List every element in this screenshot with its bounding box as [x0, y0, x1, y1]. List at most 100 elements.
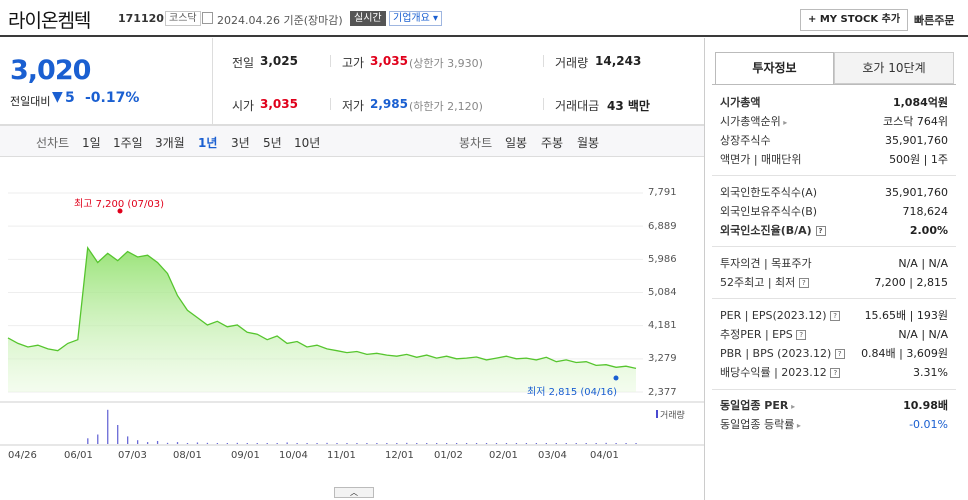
- industry-per-row[interactable]: 동일업종 PER ▸ 10.98배: [720, 399, 948, 412]
- stock-code: 171120: [118, 12, 164, 25]
- x-tick: 04/26: [8, 450, 37, 461]
- amount-value: 43 백만: [607, 99, 650, 113]
- volume-bar: [176, 442, 179, 444]
- tab-1y[interactable]: 1년: [198, 136, 218, 150]
- volume-bar: [436, 443, 438, 444]
- tab-5y[interactable]: 5년: [263, 136, 282, 150]
- divider: [330, 55, 331, 67]
- divider: [712, 389, 956, 390]
- volume-bar: [386, 443, 388, 444]
- volume-bar: [515, 443, 518, 444]
- volume-bar: [555, 443, 557, 444]
- high-marker: [117, 208, 123, 214]
- volume-bar: [505, 443, 508, 444]
- volume-bar: [545, 443, 547, 444]
- realtime-badge[interactable]: 실시간: [350, 11, 386, 26]
- tab-invest-info[interactable]: 투자정보: [715, 52, 834, 84]
- volume-bar: [426, 443, 428, 444]
- tab-1d[interactable]: 1일: [82, 136, 101, 150]
- foreign-rate-row: 외국인소진율(B/A) ? 2.00%: [720, 224, 948, 237]
- volume-bar: [306, 443, 308, 444]
- down-arrow-icon: ▼: [52, 89, 63, 105]
- divider: [543, 55, 544, 67]
- volume-bar: [236, 442, 238, 444]
- volume-bar: [276, 443, 278, 444]
- y-tick: 7,791: [648, 187, 677, 198]
- volume-bar: [485, 443, 488, 444]
- foreign-limit-row: 외국인한도주식수(A) 35,901,760: [720, 186, 948, 199]
- help-icon[interactable]: ?: [834, 349, 845, 359]
- invest-info-panel: [704, 38, 968, 500]
- market-cap-rank-row[interactable]: 시가총액순위 ▸ 코스닥 764위: [720, 115, 948, 128]
- price-line: [7, 245, 637, 370]
- price-chart: [0, 192, 705, 446]
- market-badge: 코스닥: [165, 11, 201, 26]
- volume-bar: [107, 409, 109, 444]
- x-tick: 06/01: [64, 450, 93, 461]
- industry-rate-row[interactable]: 동일업종 등락률 ▸ -0.01%: [720, 418, 948, 431]
- y-tick: 6,889: [648, 221, 677, 232]
- tab-3m[interactable]: 3개월: [155, 136, 185, 150]
- help-icon[interactable]: ?: [796, 330, 807, 340]
- my-stock-add-button[interactable]: + MY STOCK 추가: [800, 9, 909, 31]
- divider: [712, 84, 956, 85]
- volume-value: 14,243: [595, 54, 642, 68]
- tab-weekly[interactable]: 주봉: [541, 136, 564, 150]
- prev-close-label: 전일: [232, 56, 255, 70]
- tab-10y[interactable]: 10년: [294, 136, 321, 150]
- company-overview-button[interactable]: 기업개요 ▾: [389, 11, 443, 26]
- volume-bar: [206, 442, 209, 444]
- help-icon[interactable]: ?: [798, 278, 809, 288]
- x-tick: 03/04: [538, 450, 567, 461]
- volume-bar: [246, 443, 248, 444]
- calendar-icon: [202, 12, 213, 24]
- tab-monthly[interactable]: 월봉: [577, 136, 600, 150]
- tab-order-book[interactable]: 호가 10단계: [834, 52, 954, 84]
- help-icon[interactable]: ?: [830, 311, 841, 321]
- volume-bars: [87, 409, 637, 444]
- chevron-up-icon[interactable]: ︿: [334, 487, 374, 498]
- x-tick: 12/01: [385, 450, 414, 461]
- open-label: 시가: [232, 99, 255, 113]
- y-tick: 4,181: [648, 320, 677, 331]
- high-annotation: 최고 7,200 (07/03): [74, 199, 165, 210]
- divider: [712, 175, 956, 176]
- help-icon[interactable]: ?: [830, 368, 841, 378]
- y-tick: 2,377: [648, 387, 677, 398]
- volume-bar: [396, 443, 398, 444]
- quick-order-link[interactable]: 빠른주문: [914, 14, 955, 27]
- par-value-row: 액면가 | 매매단위 500원 | 1주: [720, 153, 948, 166]
- line-chart-label: 선차트: [36, 136, 70, 150]
- market-cap-row: 시가총액 1,084억원: [720, 96, 948, 109]
- tab-1w[interactable]: 1주일: [113, 136, 143, 150]
- price-area: [8, 247, 636, 392]
- volume-label: 거래량: [555, 56, 589, 70]
- help-icon[interactable]: ?: [815, 226, 826, 236]
- volume-bar: [615, 443, 617, 444]
- tab-3y[interactable]: 3년: [231, 136, 250, 150]
- foreign-hold-row: 외국인보유주식수(B) 718,624: [720, 205, 948, 218]
- volume-bar: [465, 443, 468, 444]
- y-tick: 5,084: [648, 287, 677, 298]
- change-percent: -0.17%: [85, 90, 140, 106]
- volume-bar: [336, 443, 338, 444]
- volume-bar: [296, 443, 298, 444]
- volume-legend: 거래량: [656, 408, 685, 421]
- volume-bar: [136, 440, 139, 444]
- volume-bar: [286, 442, 288, 444]
- volume-bar: [146, 442, 149, 444]
- volume-bar: [156, 440, 159, 444]
- per-row: PER | EPS(2023.12) ? 15.65배 | 193원: [720, 309, 948, 322]
- lower-limit: (하한가 2,120): [409, 100, 483, 113]
- tab-daily[interactable]: 일봉: [505, 136, 528, 150]
- open-value: 3,035: [260, 97, 298, 111]
- candle-chart-label: 봉차트: [459, 136, 493, 150]
- volume-bar: [87, 438, 89, 444]
- volume-bar: [97, 434, 99, 444]
- est-per-row: 추정PER | EPS ? N/A | N/A: [720, 328, 948, 341]
- low-marker: [613, 375, 619, 381]
- chart-period-tabs: 선차트 1일 1주일 3개월 1년 3년 5년 10년 봉차트 일봉 주봉 월봉: [0, 125, 705, 157]
- x-tick: 07/03: [118, 450, 147, 461]
- current-price: 3,020: [10, 55, 91, 86]
- volume-bar: [595, 443, 597, 444]
